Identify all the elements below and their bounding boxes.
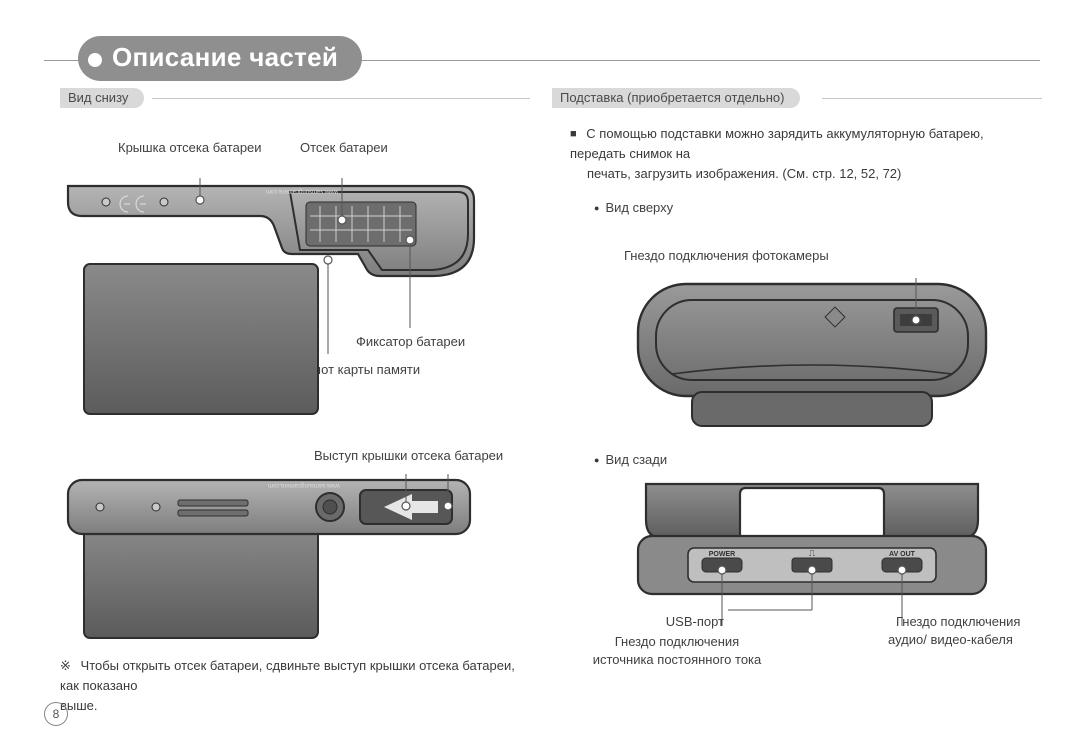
section-tab-label: Подставка (приобретается отдельно) [552, 88, 800, 108]
section-rule [822, 98, 1042, 99]
figure-camera-bottom-closed: www.samsungcamera.com [60, 474, 480, 644]
svg-text:www.samsungcamera.com: www.samsungcamera.com [266, 188, 339, 194]
label-camera-socket: Гнездо подключения фотокамеры [624, 248, 829, 263]
svg-text:POWER: POWER [709, 551, 735, 558]
label-usb-port: USB-порт [664, 614, 724, 629]
manual-page: Описание частей Вид снизу Подставка (при… [0, 0, 1080, 746]
heading-text: Описание частей [112, 42, 338, 72]
label-battery-cover: Крышка отсека батареи [118, 140, 262, 155]
label-top-view: Вид сверху [594, 200, 673, 215]
label-rear-view: Вид сзади [594, 452, 667, 467]
label-av-l2: аудио/ видео-кабеля [888, 632, 1013, 647]
label-cover-tab: Выступ крышки отсека батареи [314, 448, 503, 463]
svg-text:⎍: ⎍ [809, 548, 816, 558]
heading-dot-icon [88, 53, 102, 67]
section-tab-bottom-view: Вид снизу [60, 88, 530, 108]
heading-pill: Описание частей [78, 36, 362, 81]
label-dc-in-l1: Гнездо подключения [582, 634, 772, 649]
section-rule [152, 98, 530, 99]
label-battery-compartment: Отсек батареи [300, 140, 388, 155]
label-dc-in-l2: источника постоянного тока [562, 652, 792, 667]
svg-text:www.samsungcamera.com: www.samsungcamera.com [268, 482, 341, 488]
figure-cradle-top [632, 278, 992, 438]
section-tab-cradle: Подставка (приобретается отдельно) [552, 88, 1042, 108]
figure-camera-bottom-open: www.samsungcamera.com [60, 178, 480, 424]
figure-cradle-rear: POWER ⎍ AV OUT [632, 478, 992, 626]
note-open-cover: Чтобы открыть отсек батареи, сдвиньте вы… [60, 656, 530, 716]
cradle-intro: С помощью подставки можно зарядить аккум… [570, 124, 1040, 184]
label-av-l1: Гнездо подключения [896, 614, 1020, 629]
svg-text:AV OUT: AV OUT [889, 551, 916, 558]
page-number: 8 [44, 702, 68, 726]
section-tab-label: Вид снизу [60, 88, 144, 108]
